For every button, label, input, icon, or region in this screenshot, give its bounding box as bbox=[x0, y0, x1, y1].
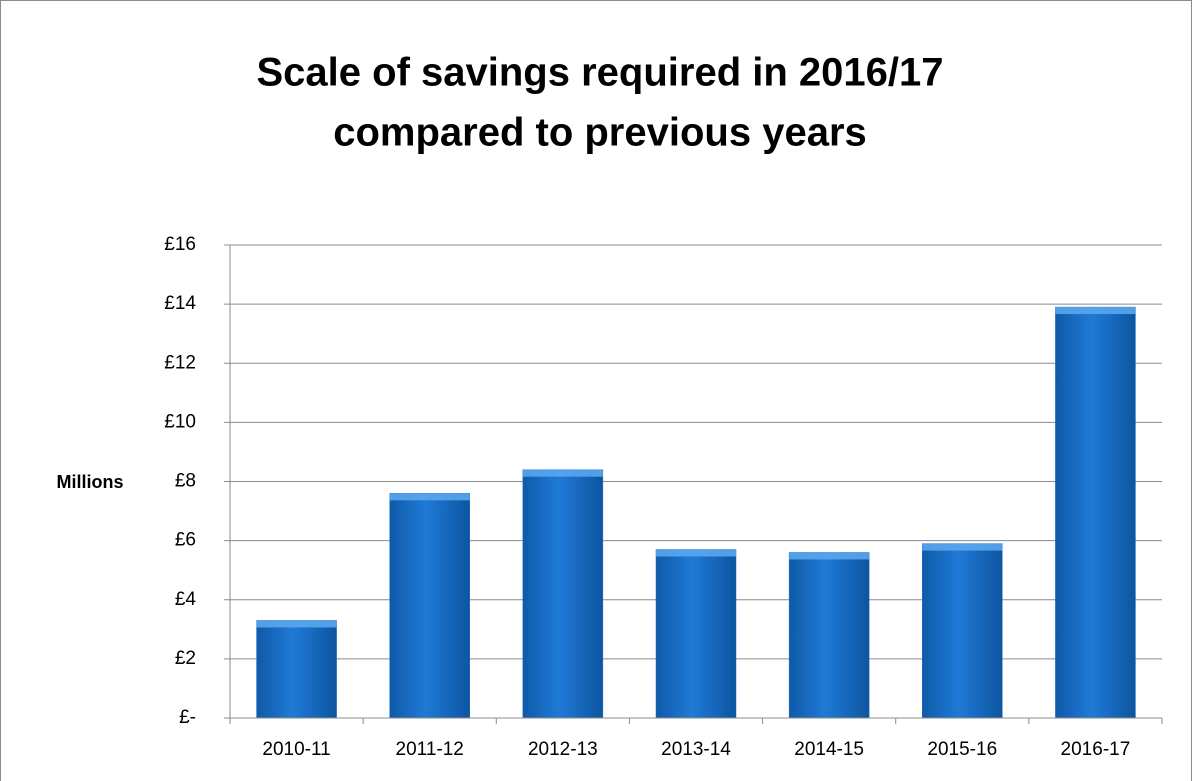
y-tick-label: £10 bbox=[164, 411, 196, 432]
x-tick-label: 2013-14 bbox=[661, 739, 731, 760]
bar bbox=[655, 549, 737, 719]
y-axis-label: Millions bbox=[57, 472, 124, 492]
bar-cap bbox=[1055, 307, 1136, 315]
bar bbox=[522, 469, 604, 719]
y-tick-label: £6 bbox=[175, 530, 196, 551]
y-tick-label: £- bbox=[179, 707, 196, 728]
bar-cap bbox=[389, 493, 470, 501]
y-tick-label: £2 bbox=[175, 648, 196, 669]
chart-title: compared to previous years bbox=[333, 111, 867, 155]
x-tick-label: 2011-12 bbox=[396, 739, 464, 760]
y-tick-label: £14 bbox=[164, 293, 196, 314]
bar bbox=[922, 543, 1003, 719]
y-tick-label: £8 bbox=[175, 471, 196, 492]
bar bbox=[1055, 306, 1136, 719]
bar-cap bbox=[789, 552, 870, 560]
bar-cap bbox=[522, 469, 603, 477]
bar bbox=[389, 493, 470, 719]
bar-cap bbox=[256, 620, 337, 628]
bar bbox=[256, 620, 337, 719]
y-tick-label: £4 bbox=[175, 589, 197, 610]
bar bbox=[788, 552, 870, 719]
bar-cap bbox=[656, 549, 736, 557]
x-tick-label: 2016-17 bbox=[1061, 739, 1131, 760]
y-tick-label: £16 bbox=[164, 234, 196, 255]
x-tick-label: 2010-11 bbox=[262, 739, 330, 760]
x-tick-label: 2012-13 bbox=[528, 739, 598, 760]
chart-title: Scale of savings required in 2016/17 bbox=[257, 51, 944, 95]
x-tick-label: 2014-15 bbox=[794, 739, 864, 760]
bar-cap bbox=[922, 543, 1003, 551]
x-tick-label: 2015-16 bbox=[927, 739, 997, 760]
y-tick-label: £12 bbox=[164, 352, 196, 373]
